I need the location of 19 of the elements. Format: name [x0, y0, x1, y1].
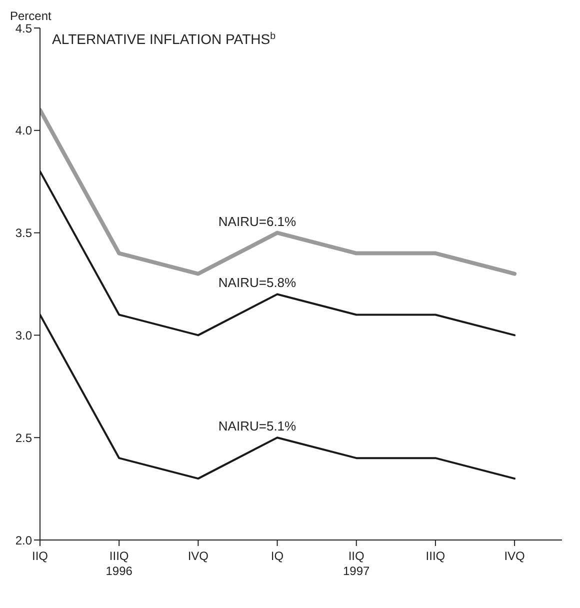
line-series — [40, 108, 517, 276]
x-tick-label: IQ — [270, 549, 284, 563]
y-tick-label: 4.5 — [15, 21, 32, 36]
y-tick-label: 4.0 — [15, 124, 32, 138]
x-tick-label: IVQ — [188, 549, 209, 563]
chart-title: ALTERNATIVE INFLATION PATHS$^{b}$ — [52, 30, 276, 47]
series-label: NAIRU=5.1% — [218, 418, 297, 434]
y-tick-label: 3.0 — [15, 328, 32, 342]
x-tick-label: IIQ — [32, 549, 48, 563]
y-tick-label: 2.5 — [15, 430, 32, 445]
x-tick-label: IIIQ 1996 — [106, 549, 133, 578]
series-label: NAIRU=5.8% — [218, 275, 297, 290]
y-tick-label: 2.0 — [15, 533, 32, 548]
x-tick-label: IIIQ — [426, 549, 446, 563]
y-axis-title: Percent — [10, 9, 52, 23]
x-tick-label: IIQ 1997 — [343, 549, 370, 578]
x-tick-label: IVQ — [504, 549, 525, 563]
series-label: NAIRU=6.1% — [218, 214, 297, 229]
y-tick-label: 3.5 — [15, 226, 32, 240]
